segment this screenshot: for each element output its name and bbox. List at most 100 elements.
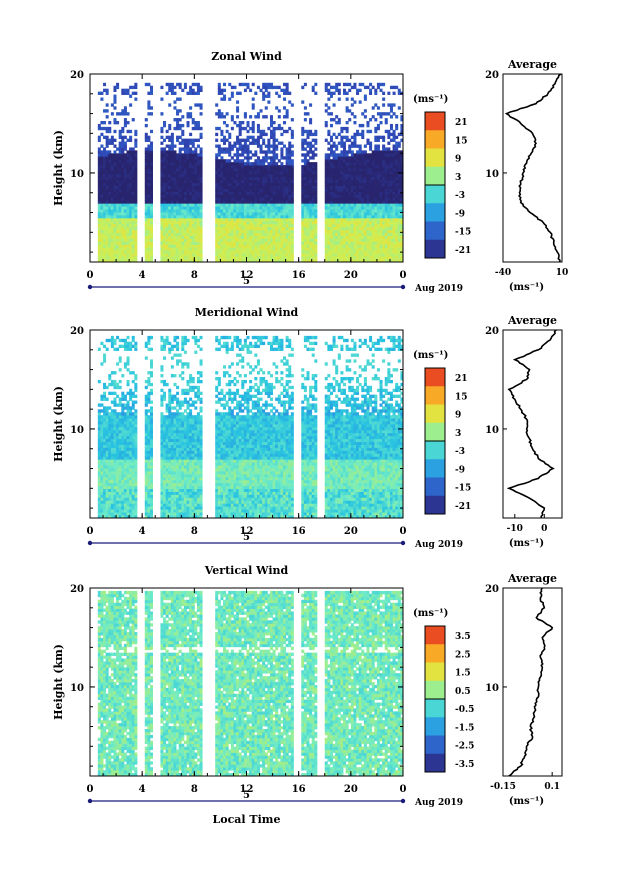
heatmap-cell	[306, 244, 309, 247]
heatmap-cell	[197, 215, 200, 218]
heatmap-cell	[395, 183, 398, 186]
heatmap-cell	[231, 247, 234, 250]
heatmap-cell	[369, 183, 372, 186]
heatmap-cell	[343, 256, 346, 259]
heatmap-cell	[226, 221, 229, 224]
heatmap-cell	[273, 142, 276, 145]
heatmap-cell	[129, 183, 132, 186]
heatmap-cell	[163, 189, 166, 192]
heatmap-cell	[283, 224, 286, 227]
heatmap-cell	[124, 109, 127, 112]
heatmap-cell	[187, 239, 190, 242]
heatmap-cell	[147, 227, 150, 230]
heatmap-cell	[346, 165, 349, 168]
heatmap-cell	[113, 200, 116, 203]
heatmap-cell	[278, 227, 281, 230]
heatmap-cell	[377, 136, 380, 139]
heatmap-cell	[286, 156, 289, 159]
heatmap-cell	[98, 492, 101, 495]
heatmap-cell	[267, 227, 270, 230]
heatmap-cell	[306, 165, 309, 168]
heatmap-cell	[116, 483, 119, 486]
heatmap-cell	[398, 168, 401, 171]
heatmap-cell	[233, 180, 236, 183]
heatmap-cell	[338, 183, 341, 186]
heatmap-cell	[353, 177, 356, 180]
colorbar-tick-label: 21	[455, 118, 468, 128]
heatmap-cell	[395, 218, 398, 221]
heatmap-cell	[127, 239, 130, 242]
heatmap-cell	[387, 221, 390, 224]
heatmap-cell	[111, 241, 114, 244]
heatmap-cell	[278, 189, 281, 192]
heatmap-cell	[173, 189, 176, 192]
heatmap-cell	[113, 244, 116, 247]
heatmap-cell	[291, 218, 294, 221]
heatmap-cell	[359, 215, 362, 218]
heatmap-cell	[150, 244, 153, 247]
heatmap-cell	[273, 180, 276, 183]
heatmap-cell	[134, 239, 137, 242]
heatmap-cell	[301, 247, 304, 250]
heatmap-cell	[312, 150, 315, 153]
heatmap-cell	[252, 136, 255, 139]
heatmap-cell	[265, 227, 268, 230]
heatmap-cell	[304, 236, 307, 239]
heatmap-cell	[100, 489, 103, 492]
heatmap-cell	[98, 509, 101, 512]
heatmap-cell	[356, 171, 359, 174]
heatmap-cell	[335, 147, 338, 150]
heatmap-cell	[124, 136, 127, 139]
heatmap-cell	[241, 203, 244, 206]
heatmap-cell	[147, 112, 150, 115]
heatmap-cell	[223, 197, 226, 200]
heatmap-cell	[369, 186, 372, 189]
heatmap-cell	[314, 168, 317, 171]
heatmap-cell	[218, 236, 221, 239]
heatmap-cell	[113, 145, 116, 148]
heatmap-cell	[236, 136, 239, 139]
heatmap-cell	[160, 200, 163, 203]
heatmap-cell	[215, 224, 218, 227]
heatmap-cell	[393, 244, 396, 247]
heatmap-cell	[314, 256, 317, 259]
heatmap-cell	[369, 192, 372, 195]
heatmap-cell	[116, 194, 119, 197]
heatmap-cell	[377, 221, 380, 224]
heatmap-cell	[254, 139, 257, 142]
heatmap-cell	[160, 250, 163, 253]
heatmap-cell	[145, 227, 148, 230]
heatmap-cell	[390, 244, 393, 247]
heatmap-cell	[236, 171, 239, 174]
heatmap-cell	[249, 177, 252, 180]
heatmap-cell	[113, 474, 116, 477]
heatmap-cell	[171, 165, 174, 168]
heatmap-cell	[364, 165, 367, 168]
heatmap-cell	[346, 189, 349, 192]
heatmap-cell	[346, 106, 349, 109]
heatmap-cell	[168, 247, 171, 250]
heatmap-cell	[119, 130, 122, 133]
heatmap-cell	[168, 239, 171, 242]
heatmap-cell	[374, 221, 377, 224]
heatmap-cell	[145, 174, 148, 177]
heatmap-cell	[228, 133, 231, 136]
heatmap-cell	[127, 150, 130, 153]
heatmap-cell	[121, 215, 124, 218]
heatmap-cell	[393, 133, 396, 136]
heatmap-cell	[116, 497, 119, 500]
heatmap-cell	[330, 95, 333, 98]
heatmap-cell	[121, 142, 124, 145]
heatmap-cell	[330, 247, 333, 250]
heatmap-cell	[124, 156, 127, 159]
heatmap-cell	[166, 215, 169, 218]
heatmap-cell	[168, 250, 171, 253]
heatmap-cell	[103, 89, 106, 92]
heatmap-cell	[325, 156, 328, 159]
heatmap-cell	[333, 156, 336, 159]
heatmap-cell	[353, 194, 356, 197]
heatmap-cell	[273, 256, 276, 259]
heatmap-cell	[346, 180, 349, 183]
heatmap-cell	[223, 224, 226, 227]
heatmap-cell	[132, 156, 135, 159]
